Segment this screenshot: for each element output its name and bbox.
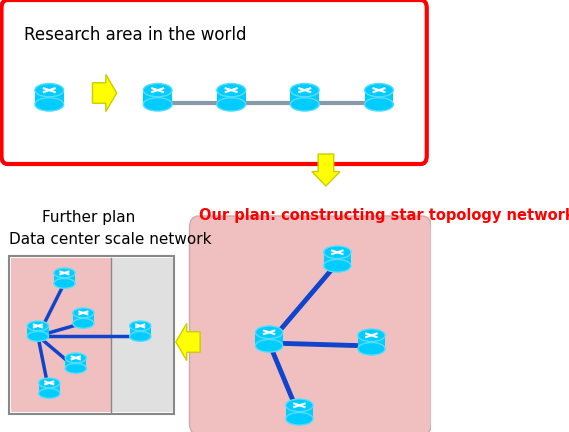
Ellipse shape — [286, 413, 313, 425]
Ellipse shape — [217, 98, 246, 111]
Bar — [290, 90, 319, 105]
Text: Research area in the world: Research area in the world — [24, 26, 247, 44]
Bar — [217, 90, 246, 105]
Bar — [39, 383, 60, 394]
Ellipse shape — [27, 321, 48, 331]
Ellipse shape — [217, 83, 246, 97]
Bar — [143, 90, 172, 105]
Ellipse shape — [54, 279, 75, 288]
Bar — [11, 258, 112, 412]
Bar — [73, 313, 94, 324]
FancyBboxPatch shape — [2, 0, 427, 164]
Ellipse shape — [35, 98, 64, 111]
Ellipse shape — [365, 83, 393, 97]
Bar — [112, 258, 173, 412]
Ellipse shape — [143, 98, 172, 111]
Polygon shape — [93, 74, 117, 111]
Ellipse shape — [324, 260, 351, 272]
Ellipse shape — [73, 318, 94, 328]
FancyBboxPatch shape — [189, 216, 431, 432]
Ellipse shape — [65, 363, 86, 373]
Bar — [324, 252, 351, 266]
Ellipse shape — [39, 378, 60, 388]
Ellipse shape — [39, 388, 60, 398]
Bar — [65, 358, 86, 368]
Bar — [27, 326, 48, 337]
Ellipse shape — [27, 331, 48, 341]
Bar — [9, 256, 174, 414]
Ellipse shape — [35, 83, 64, 97]
Ellipse shape — [286, 399, 313, 412]
Ellipse shape — [255, 340, 283, 352]
Ellipse shape — [358, 343, 385, 355]
Polygon shape — [312, 154, 340, 186]
Bar — [286, 405, 313, 419]
Ellipse shape — [290, 83, 319, 97]
Ellipse shape — [65, 353, 86, 363]
Bar — [35, 90, 64, 105]
Ellipse shape — [290, 98, 319, 111]
Ellipse shape — [324, 246, 351, 259]
Text: Further plan: Further plan — [42, 210, 135, 225]
Text: Data center scale network: Data center scale network — [9, 232, 212, 247]
Ellipse shape — [255, 326, 283, 339]
Bar — [130, 326, 151, 337]
Bar — [255, 332, 283, 346]
Bar — [365, 90, 393, 105]
Ellipse shape — [365, 98, 393, 111]
Ellipse shape — [358, 329, 385, 342]
Ellipse shape — [130, 321, 151, 331]
Bar — [358, 335, 385, 349]
Bar — [54, 273, 75, 283]
Ellipse shape — [130, 331, 151, 341]
Ellipse shape — [73, 308, 94, 318]
Polygon shape — [176, 324, 200, 361]
Ellipse shape — [54, 268, 75, 278]
Ellipse shape — [143, 83, 172, 97]
Text: Our plan: constructing star topology network: Our plan: constructing star topology net… — [199, 208, 569, 223]
